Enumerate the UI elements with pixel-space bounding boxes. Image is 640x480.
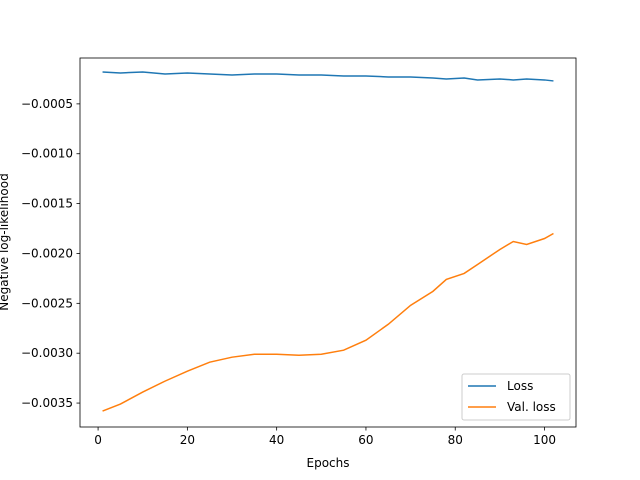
y-tick-label: −0.0035	[21, 396, 73, 410]
legend-label: Val. loss	[507, 400, 556, 414]
x-axis-label: Epochs	[307, 456, 350, 470]
x-tick-label: 60	[358, 433, 373, 447]
series-line	[102, 71, 554, 82]
y-tick-label: −0.0030	[21, 346, 73, 360]
x-tick-label: 80	[448, 433, 463, 447]
y-tick-label: −0.0025	[21, 296, 73, 310]
series-line	[102, 232, 554, 412]
x-tick-label: 0	[94, 433, 102, 447]
x-tick-label: 100	[533, 433, 556, 447]
y-tick-label: −0.0010	[21, 147, 73, 161]
x-tick-label: 20	[180, 433, 195, 447]
legend-label: Loss	[507, 379, 533, 393]
y-tick-label: −0.0005	[21, 97, 73, 111]
x-tick-label: 40	[269, 433, 284, 447]
plot-frame	[79, 57, 577, 428]
y-tick-label: −0.0015	[21, 197, 73, 211]
y-axis-label: Negative log-likelihood	[0, 173, 11, 310]
y-tick-label: −0.0020	[21, 246, 73, 260]
